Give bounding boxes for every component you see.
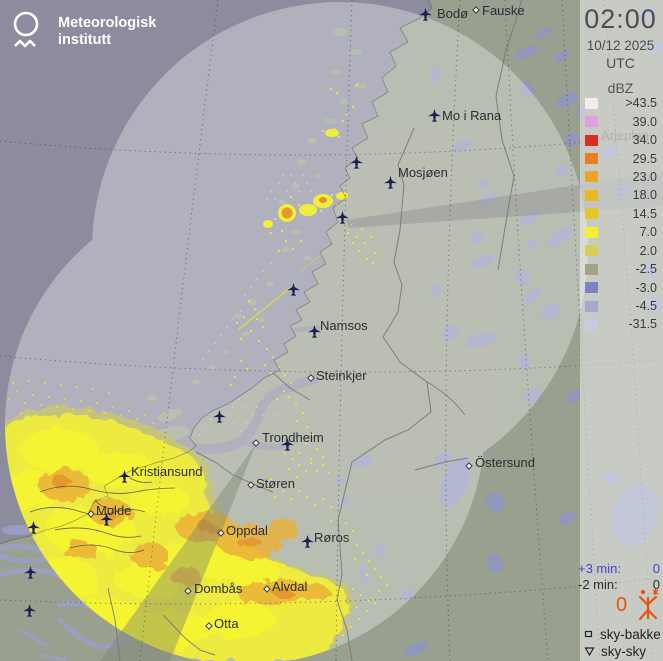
- met-logo-icon: [13, 11, 39, 48]
- legend-row: 14.5: [585, 205, 659, 223]
- city-label-alvdal: Alvdal: [272, 579, 308, 594]
- legend-row: 2.0: [585, 242, 659, 260]
- plus-minutes-label: +3 min:: [578, 560, 621, 576]
- legend-row: 39.0: [585, 112, 659, 130]
- legend-row: -4.5: [585, 297, 659, 315]
- precipitation: [5, 84, 388, 661]
- city-label-namsos: Namsos: [320, 318, 368, 333]
- legend-swatch: [585, 97, 598, 109]
- legend-swatch: [585, 153, 598, 165]
- met-logo-text: Meteorologisk institutt: [58, 15, 157, 48]
- unit-label: dBZ: [607, 80, 634, 96]
- radar-beam-southwest: [100, 444, 256, 661]
- plus-minutes-value: 0: [652, 560, 660, 576]
- legend-row: >43.5: [585, 94, 659, 112]
- date-display: 10/12 2025: [586, 38, 655, 53]
- city-label-fauske: Fauske: [482, 3, 525, 18]
- legend-panel: [580, 0, 663, 661]
- legend-swatch: [585, 318, 598, 330]
- legend-swatch: [585, 208, 598, 220]
- clock-block: 02:00 10/12 2025 UTC dBZ: [578, 4, 663, 96]
- legend-row: 34.0: [585, 131, 659, 149]
- met-logo: Meteorologisk institutt: [12, 10, 156, 52]
- legend-row: -3.0: [585, 278, 659, 296]
- cloud-to-cloud-icon: [584, 646, 595, 656]
- lightning-legend: sky-bakke sky-sky: [584, 625, 661, 659]
- lightning-icon: [638, 589, 659, 621]
- legend-swatch: [585, 263, 598, 275]
- legend-swatch: [585, 226, 598, 238]
- time-display: 02:00: [584, 4, 657, 34]
- city-label-mo-i-rana: Mo i Rana: [442, 108, 502, 123]
- city-label-bodo: Bodø: [437, 6, 469, 21]
- legend-swatch: [585, 134, 598, 146]
- city-label-oppdal: Oppdal: [226, 523, 268, 538]
- city-label-trondheim: Trondheim: [262, 430, 324, 445]
- radar-beam-east: [346, 172, 663, 228]
- legend-swatch: [585, 189, 598, 201]
- city-label-ostersund: Östersund: [475, 455, 535, 470]
- city-label-steinkjer: Steinkjer: [316, 368, 367, 383]
- city-label-dombas: Dombås: [194, 581, 243, 596]
- fjord-lines: [29, 477, 176, 553]
- legend-row: 29.5: [585, 149, 659, 167]
- legend-row: -31.5: [585, 315, 659, 333]
- legend-row: 18.0: [585, 186, 659, 204]
- dbz-legend: >43.5 39.0 34.0 29.5 23.0 18.0 14.5 7.0 …: [585, 94, 659, 334]
- city-label-roros: Røros: [314, 530, 350, 545]
- city-label-kristiansund: Kristiansund: [131, 464, 203, 479]
- minus-minutes-value: 0: [652, 576, 660, 592]
- lightning-count: 0: [616, 594, 628, 616]
- legend-swatch: [585, 245, 598, 257]
- legend-row: 23.0: [585, 168, 659, 186]
- legend-swatch: [585, 300, 598, 312]
- legend-swatch: [585, 171, 598, 183]
- lakes: [335, 5, 663, 657]
- map-label-arjeplog: Arjeplog: [601, 128, 649, 143]
- legend-swatch: [585, 282, 598, 294]
- coastal-echoes: [263, 129, 348, 228]
- city-label-molde: Molde: [96, 503, 132, 518]
- city-label-mosjoen: Mosjøen: [398, 165, 448, 180]
- cloud-to-ground-label: sky-bakke: [600, 626, 661, 642]
- update-status: +3 min: 0 -2 min: 0: [578, 560, 660, 592]
- minus-minutes-label: -2 min:: [578, 576, 618, 592]
- lightning-counter: 0: [612, 588, 662, 622]
- legend-row: 7.0: [585, 223, 659, 241]
- legend-row: -2.5: [585, 260, 659, 278]
- cloud-to-cloud-label: sky-sky: [601, 643, 646, 659]
- city-label-otta: Otta: [214, 616, 239, 631]
- cloud-to-ground-icon: [584, 630, 593, 638]
- timezone-label: UTC: [606, 55, 635, 71]
- legend-swatch: [585, 116, 598, 128]
- city-label-storen: Støren: [256, 476, 296, 491]
- borders: [107, 0, 522, 661]
